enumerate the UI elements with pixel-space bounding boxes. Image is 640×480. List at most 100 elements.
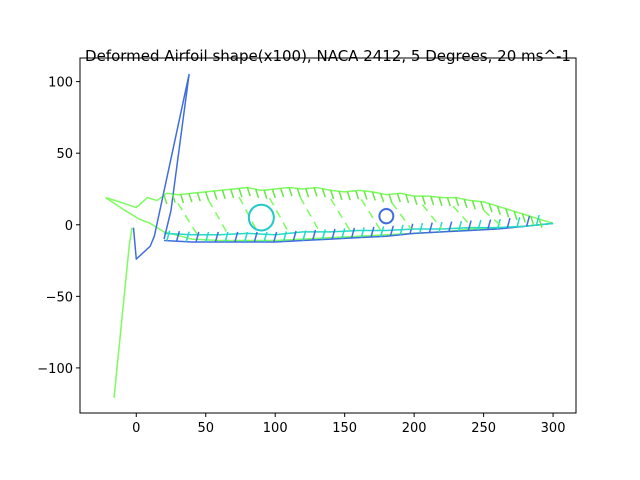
rear-spar [378,208,395,225]
internal-member [360,198,382,231]
upper-rib [463,199,468,209]
upper-rib [305,188,310,198]
lower-rib [448,221,453,232]
lower-rib [321,229,326,240]
x-tick-label: 300 [541,421,566,436]
lower-rib [457,220,463,232]
x-tick-label: 50 [197,421,214,436]
lower-rib [506,217,511,229]
lower-rib [477,219,482,231]
upper-rib [355,190,360,200]
marks-layer [105,73,554,399]
upper-rib [430,196,435,206]
upper-rib [471,200,476,210]
x-tick-label: 0 [132,421,140,436]
lower-rib [292,230,297,242]
upper-rib [196,192,201,202]
upper-rib [513,211,518,221]
lower-rib [185,231,190,242]
upper-rib [530,216,535,226]
chart-title: Deformed Airfoil shape(x100), NACA 2412,… [85,47,571,65]
upper-rib [363,190,368,200]
lower-rib [467,220,472,231]
lower-rib [418,222,424,234]
upper-rib [313,187,318,197]
lower-rib [331,228,336,240]
upper-rib [521,213,527,223]
lower-rib [380,226,385,237]
series-line-deformed-strut-blue [132,73,190,260]
upper-rib [438,197,443,207]
lower-rib [516,216,521,228]
upper-rib [346,191,351,201]
upper-rib [413,195,418,205]
lower-rib [263,231,268,243]
upper-rib [263,189,268,199]
x-tick-label: 200 [402,421,427,436]
x-tick-label: 250 [471,421,496,436]
ticks-layer: 0 50 100 150 200 250 300 −100 −50 0 50 100 [37,76,565,436]
series-line-deformed-strut-green [113,227,133,399]
upper-rib [288,187,293,197]
upper-rib [380,193,385,203]
internal-member [330,198,351,232]
upper-rib [396,193,401,203]
upper-rib [496,205,501,215]
upper-rib [321,188,326,198]
upper-rib [488,203,493,213]
upper-rib [180,194,185,204]
internal-member [452,205,474,229]
upper-rib [455,197,460,207]
lower-rib [273,231,278,243]
upper-rib [171,193,176,203]
upper-rib [246,187,251,197]
upper-rib [296,188,301,198]
upper-rib [405,194,410,204]
main-spar [247,203,275,232]
internal-member [391,202,412,230]
lower-rib [214,231,219,243]
lower-rib [175,230,181,242]
upper-rib [230,189,235,199]
lower-rib [302,230,307,241]
lower-rib [253,231,258,243]
lower-rib [205,231,210,243]
upper-rib [271,189,276,199]
lower-rib [311,229,317,241]
upper-rib [338,191,343,201]
y-tick-label: −100 [37,362,73,377]
plot-frame [79,57,577,414]
upper-rib [163,195,168,205]
lower-rib [428,222,433,233]
lower-rib [166,230,171,241]
internal-member [483,209,504,228]
internal-member [421,204,443,230]
internal-member [268,197,290,234]
upper-rib [446,197,451,207]
lower-rib [350,227,356,239]
lower-rib [224,231,229,243]
lower-rib [243,231,249,243]
x-tick-label: 100 [263,421,288,436]
y-tick-label: 50 [56,147,73,162]
upper-rib [280,188,285,198]
lower-rib [389,225,395,236]
upper-rib [330,190,335,200]
lower-rib [525,215,531,227]
upper-rib [255,189,260,199]
x-tick-label: 150 [332,421,357,436]
y-tick-label: 0 [65,219,73,234]
upper-rib [480,201,485,211]
upper-rib [213,190,218,200]
upper-rib [421,195,426,205]
lower-rib [535,214,540,226]
y-tick-label: −50 [46,290,73,305]
internal-member [299,196,321,233]
lower-rib [234,231,239,243]
upper-rib [188,193,193,203]
internal-member [177,202,199,236]
lower-rib [341,228,346,239]
lower-rib [399,224,404,235]
lower-rib [360,227,365,238]
